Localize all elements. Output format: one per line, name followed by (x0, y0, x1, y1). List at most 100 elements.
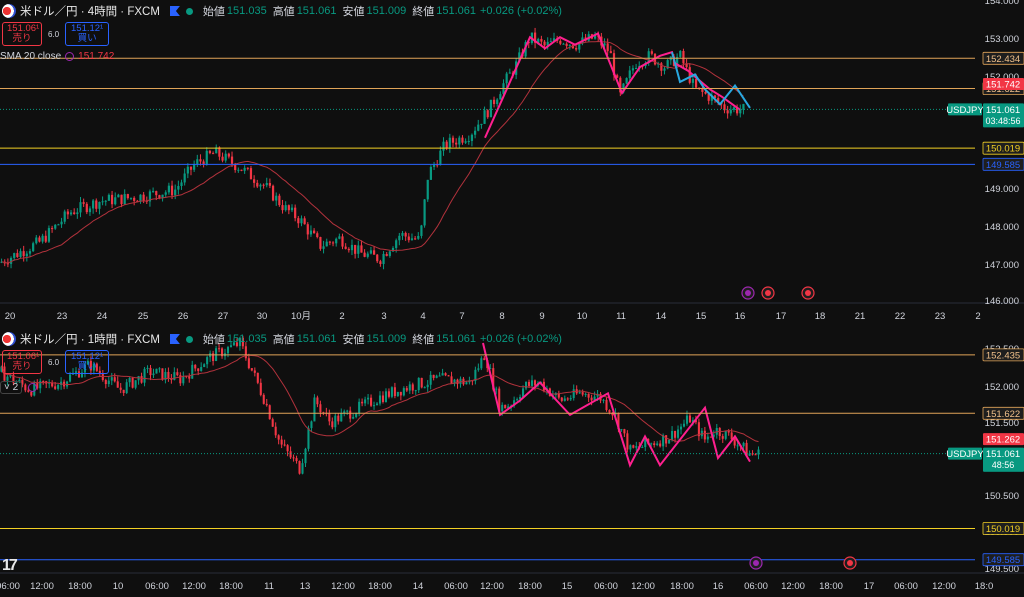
time-label: 11 (264, 581, 274, 592)
candle-body (451, 137, 455, 143)
time-label: 18:00 (219, 581, 243, 592)
candle-body (402, 388, 405, 396)
candle-body (417, 235, 420, 239)
candle-body (301, 463, 304, 474)
candle-body (694, 79, 698, 88)
candle-body (92, 200, 95, 209)
candle-body (226, 347, 230, 354)
candle-body (79, 202, 82, 213)
candle-body (575, 48, 578, 50)
candle-body (384, 391, 388, 403)
chart-pane-4h[interactable]: 154.000153.000152.000151.000150.000149.0… (0, 0, 1024, 327)
sell-price: 151.06¹ (7, 23, 40, 34)
tradingview-logo[interactable]: 17 (2, 557, 18, 574)
time-label: 06:00 (894, 581, 918, 592)
hline-price: 152.434 (986, 54, 1020, 65)
candle-body (155, 368, 158, 374)
candle-body (461, 137, 464, 143)
indicator-collapse[interactable]: ˅ 2 (0, 381, 38, 394)
sma-value: 151.742 (78, 51, 115, 62)
candle-body (50, 228, 54, 230)
candle-body (114, 197, 117, 205)
candle-body (450, 376, 453, 384)
time-label: 18 (815, 311, 826, 322)
candle-body (123, 194, 126, 205)
sell-button[interactable]: 151.06¹ 売り (2, 22, 42, 46)
candle-body (298, 461, 301, 474)
candle-body (712, 434, 715, 437)
candle-body (619, 77, 622, 93)
time-label: 12:00 (182, 581, 206, 592)
candle-body (306, 224, 309, 235)
candle-body (211, 153, 215, 155)
ticker-text: USDJPY (946, 449, 984, 460)
candle-body (48, 382, 51, 384)
bookmark-icon[interactable] (169, 6, 180, 16)
settings-icon[interactable] (28, 383, 38, 392)
candle-body (167, 371, 170, 379)
time-label: 2 (975, 311, 980, 322)
candle-body (183, 173, 186, 183)
candle-body (691, 79, 695, 83)
bookmark-icon[interactable] (169, 334, 180, 344)
time-label: 26 (178, 311, 189, 322)
buy-button[interactable]: 151.12¹ 買い (65, 22, 110, 46)
candle-body (647, 51, 650, 63)
candle-body (295, 458, 298, 462)
hline-tag (982, 348, 1024, 362)
price-tick: 147.000 (985, 260, 1019, 271)
candle-body (73, 212, 76, 215)
candle-body (578, 42, 581, 50)
candle-body (395, 240, 398, 248)
sell-button[interactable]: 151.06¹ 売り (2, 350, 42, 374)
candles (0, 27, 745, 270)
candle-body (602, 399, 605, 401)
candle-body (375, 403, 379, 406)
candle-body (387, 391, 390, 397)
chart-canvas-1h[interactable]: 152.500152.000151.500151.000150.500150.0… (0, 328, 1024, 597)
symbol-title[interactable]: 米ドル／円 · 1時間 · FXCM (20, 334, 160, 346)
buy-button[interactable]: 151.12¹ 買い (65, 350, 110, 374)
indicator-count[interactable]: ˅ 2 (0, 381, 23, 394)
time-label: 16 (735, 311, 746, 322)
candle-body (22, 251, 25, 257)
time-label: 17 (864, 581, 875, 592)
sell-label: 売り (12, 361, 32, 372)
candle-body (140, 376, 143, 383)
candle-body (713, 95, 717, 99)
candle-body (736, 107, 739, 114)
candle-body (280, 439, 283, 445)
candle-body (612, 53, 616, 76)
candle-body (674, 430, 677, 438)
candle-body (411, 384, 414, 391)
chart-canvas-4h[interactable]: 154.000153.000152.000151.000150.000149.0… (0, 0, 1024, 327)
candle-body (381, 395, 385, 403)
candle-body (632, 445, 635, 448)
sma-label: SMA 20 close (0, 51, 62, 62)
candle-body (679, 426, 683, 430)
settings-icon[interactable] (65, 52, 75, 61)
candle-body (95, 363, 98, 371)
candle-body (691, 420, 694, 423)
candle-body (676, 56, 679, 66)
candle-body (448, 137, 451, 148)
candle-body (352, 416, 355, 419)
candle-body (21, 379, 24, 385)
candle-body (283, 444, 286, 446)
zigzag-blue (671, 51, 751, 109)
sma-legend[interactable]: SMA 20 close 151.742 (0, 51, 114, 62)
candle-body (284, 205, 287, 211)
candle-body (173, 372, 176, 380)
candle-body (742, 104, 745, 110)
candle-body (191, 364, 194, 379)
candle-body (278, 195, 281, 206)
candle-body (237, 169, 240, 171)
candle-body (170, 185, 174, 196)
candle-body (0, 366, 3, 372)
chart-pane-1h[interactable]: 152.500152.000151.500151.000150.500150.0… (0, 328, 1024, 597)
candle-body (489, 368, 492, 370)
candle-body (527, 381, 531, 386)
candle-body (483, 110, 486, 124)
symbol-title[interactable]: 米ドル／円 · 4時間 · FXCM (20, 6, 160, 18)
price-tag (983, 78, 1024, 91)
